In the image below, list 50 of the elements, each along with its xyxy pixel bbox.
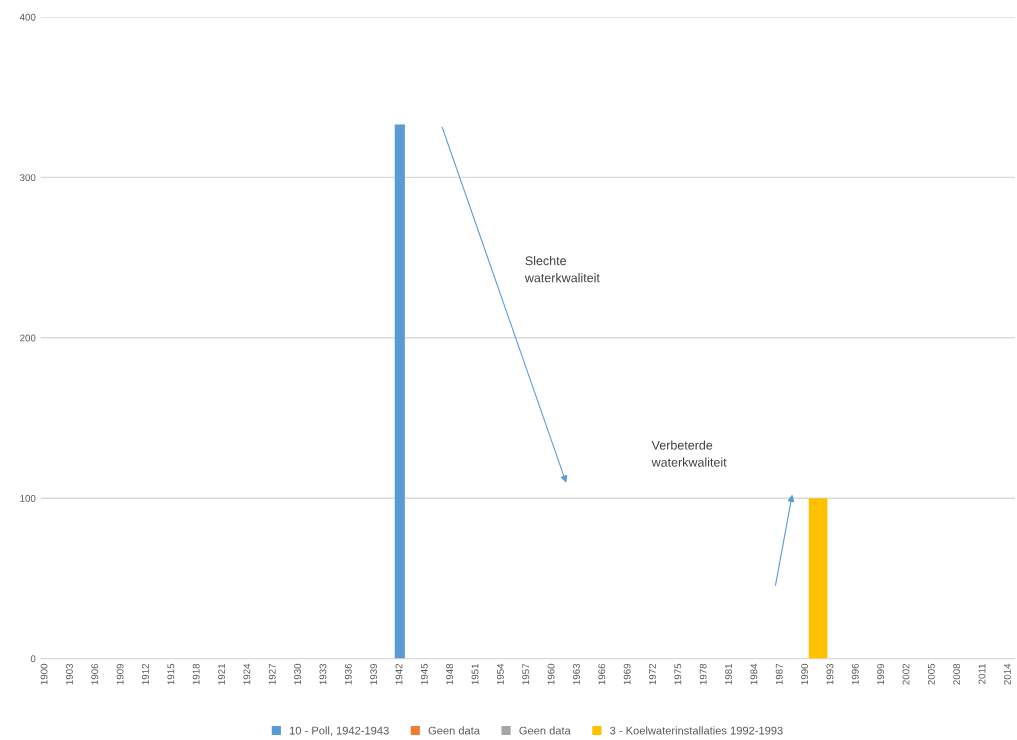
x-tick-label: 1936 <box>344 663 352 685</box>
y-tick-label: 400 <box>19 13 36 21</box>
x-tick-label: 1912 <box>142 663 149 685</box>
x-tick-label: 2011 <box>978 663 986 684</box>
x-tick-label: 1951 <box>471 663 479 685</box>
x-tick-label: 2008 <box>953 663 961 685</box>
x-tick-label: 1903 <box>65 663 73 685</box>
legend-label: Geen data <box>519 726 571 735</box>
x-tick-label: 1939 <box>370 663 378 685</box>
x-tick-label: 1945 <box>420 663 428 685</box>
y-tick-label: 300 <box>19 174 36 182</box>
x-tick-label: 1924 <box>243 663 251 685</box>
x-tick-label: 1960 <box>547 663 555 685</box>
x-tick-label: 1969 <box>623 663 631 685</box>
annotation: Slechte waterkwaliteit <box>524 256 600 283</box>
legend-label: 3 - Koelwaterinstallaties 1992-1993 <box>610 726 783 735</box>
x-tick-label: 1984 <box>750 663 758 685</box>
x-tick-label: 1933 <box>319 663 327 685</box>
x-tick-label: 1930 <box>294 663 302 685</box>
x-tick-label: 1975 <box>674 663 682 685</box>
x-tick-label: 2014 <box>1003 663 1011 685</box>
y-tick-label: 0 <box>30 655 36 663</box>
x-tick-label: 1921 <box>218 663 225 685</box>
x-tick-label: 1957 <box>522 663 530 685</box>
legend-label: Geen data <box>428 726 480 735</box>
annotation: Verbeterde waterkwaliteit <box>651 440 727 467</box>
legend-label: 10 - Poll, 1942-1943 <box>289 726 389 736</box>
x-tick-label: 1987 <box>775 663 783 685</box>
x-tick-label: 1990 <box>801 663 809 685</box>
x-tick-label: 1996 <box>851 663 859 685</box>
y-tick-label: 100 <box>20 494 36 502</box>
x-tick-label: 1906 <box>91 663 99 685</box>
x-tick-label: 1993 <box>826 663 834 685</box>
x-tick-label: 1966 <box>598 663 606 685</box>
x-tick-label: 1918 <box>192 663 200 685</box>
x-tick-label: 2002 <box>902 663 910 685</box>
y-tick-label: 200 <box>20 334 36 342</box>
x-tick-label: 2005 <box>927 663 935 685</box>
x-tick-label: 1900 <box>40 663 48 685</box>
x-tick-label: 1999 <box>877 663 885 685</box>
x-tick-label: 1942 <box>395 663 403 685</box>
x-tick-label: 1909 <box>116 663 124 685</box>
x-tick-label: 1972 <box>649 663 656 685</box>
x-tick-label: 1978 <box>699 663 707 685</box>
x-tick-label: 1981 <box>725 663 732 685</box>
x-tick-label: 1963 <box>572 663 580 685</box>
x-tick-label: 1948 <box>446 663 454 685</box>
x-tick-label: 1915 <box>167 663 175 685</box>
x-tick-label: 1954 <box>496 663 504 685</box>
x-tick-label: 1927 <box>268 663 276 685</box>
